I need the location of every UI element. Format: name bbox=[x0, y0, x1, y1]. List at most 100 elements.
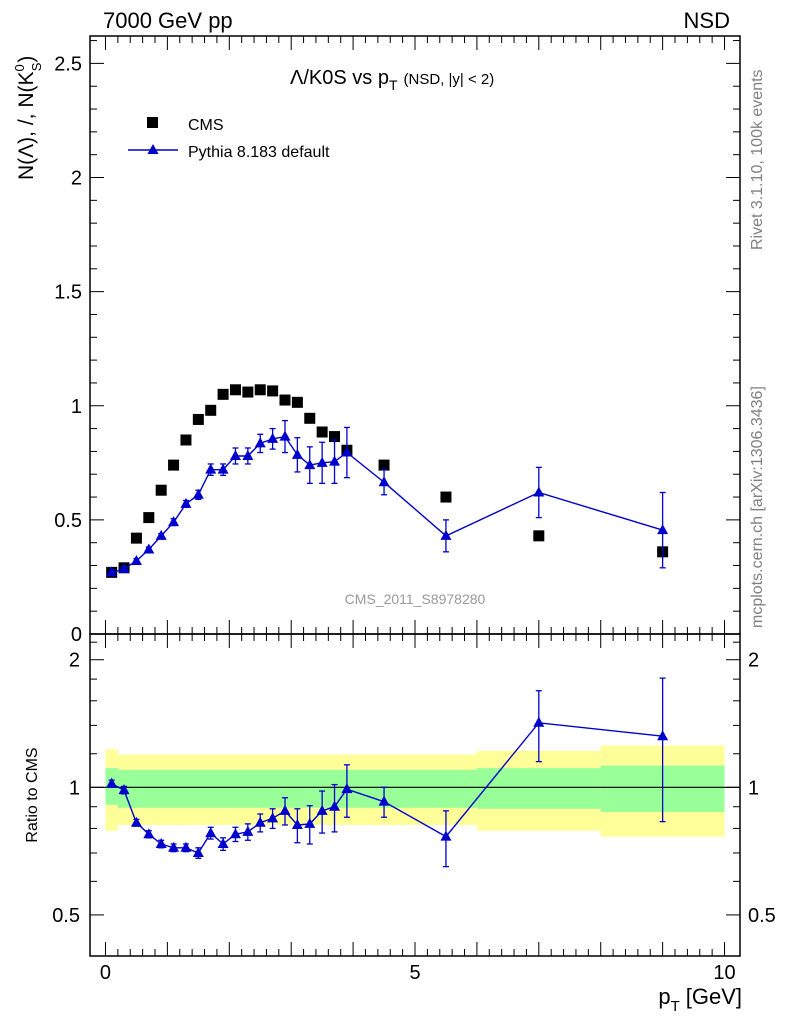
x-axis-label-unit: [GeV] bbox=[686, 984, 742, 1009]
ratio-data-point bbox=[329, 800, 341, 811]
cms-data-point bbox=[155, 484, 167, 496]
ratio-data-point bbox=[143, 828, 155, 839]
ratio-data-point bbox=[205, 827, 217, 838]
pythia-data-point bbox=[143, 543, 155, 554]
x-axis-label-subscript: T bbox=[671, 998, 680, 1015]
pythia-data-point bbox=[180, 497, 192, 508]
ratio-data-point bbox=[168, 841, 180, 852]
cms-data-point bbox=[192, 413, 204, 425]
ratio-data-point bbox=[180, 841, 192, 852]
main-ylabel: N(Λ), /, N(K0 S) bbox=[12, 56, 44, 180]
pythia-data-point bbox=[155, 529, 167, 540]
main-title-suffix: (NSD, |y| < 2) bbox=[404, 71, 495, 88]
pythia-data-point bbox=[242, 449, 254, 460]
ratio-data-point bbox=[118, 784, 130, 795]
main-plot-panel: 0 0.5 1 1.5 2 2.5 Λ/K0S vs pT (NSD, |y| < 2) N… bbox=[12, 35, 741, 646]
main-ylabel-sup: 0 bbox=[12, 64, 27, 71]
ratio-data-point bbox=[279, 804, 291, 815]
cms-data-point bbox=[168, 459, 180, 471]
pythia-data-point bbox=[130, 554, 142, 565]
cms-data-point bbox=[205, 404, 217, 416]
side-label-mcplots: mcplots.cern.ch [arXiv:1306.3436] bbox=[749, 386, 766, 628]
ratio-data-point bbox=[192, 846, 204, 857]
cms-data-point bbox=[242, 386, 254, 398]
ratio-plot-panel: 0.5 0.5 1 1 2 2 0 5 10 Ratio to CMS pT [GeV] bbox=[24, 633, 776, 1015]
ratio-data-point bbox=[440, 830, 452, 841]
analysis-watermark: CMS_2011_S8978280 bbox=[345, 591, 486, 607]
ratio-data-point bbox=[242, 825, 254, 836]
pythia-data-point bbox=[291, 448, 303, 459]
main-y-tick-label: 0 bbox=[71, 624, 82, 646]
ratio-ylabel: Ratio to CMS bbox=[24, 747, 41, 842]
legend-marker-pythia bbox=[147, 144, 159, 154]
ratio-y-tick-label: 0.5 bbox=[52, 905, 80, 927]
ratio-data-point bbox=[217, 838, 229, 849]
pythia-data-point bbox=[533, 486, 545, 497]
legend-marker-cms bbox=[147, 117, 158, 128]
legend: CMS Pythia 8.183 default bbox=[128, 117, 330, 161]
legend-label-cms: CMS bbox=[188, 117, 224, 134]
ratio-data-point bbox=[341, 783, 353, 794]
ratio-data-point bbox=[316, 804, 328, 815]
ratio-data-point bbox=[657, 730, 669, 741]
cms-data-point bbox=[440, 491, 452, 503]
pythia-data-point bbox=[205, 463, 217, 474]
pythia-data-point bbox=[316, 456, 328, 467]
pythia-data-point bbox=[254, 437, 266, 448]
pythia-data-point bbox=[168, 516, 180, 527]
pythia-data-point bbox=[657, 524, 669, 535]
ratio-y-tick-label-right: 2 bbox=[748, 650, 759, 672]
main-title-text: Λ/K0S vs p bbox=[290, 67, 389, 89]
main-title-subscript: T bbox=[389, 77, 398, 93]
pythia-data-point bbox=[329, 455, 341, 466]
main-y-tick-label: 0.5 bbox=[54, 510, 82, 532]
cms-data-point bbox=[291, 396, 303, 408]
cms-data-point bbox=[378, 459, 390, 471]
x-tick-label: 0 bbox=[100, 962, 111, 984]
pythia-line bbox=[111, 435, 663, 574]
pythia-data-point bbox=[304, 459, 316, 470]
cms-data-point bbox=[217, 388, 229, 400]
ratio-data-point bbox=[254, 816, 266, 827]
ratio-y-tick-label: 1 bbox=[69, 777, 80, 799]
main-title: Λ/K0S vs pT (NSD, |y| < 2) bbox=[290, 67, 494, 93]
pythia-data-point bbox=[378, 476, 390, 487]
ratio-data-point bbox=[130, 816, 142, 827]
main-y-tick-label: 1 bbox=[71, 396, 82, 418]
ratio-y-tick-label: 2 bbox=[69, 650, 80, 672]
pythia-data-point bbox=[267, 432, 279, 443]
main-ylabel-text: N(Λ), /, N(K bbox=[15, 71, 38, 180]
x-tick-label: 5 bbox=[409, 962, 420, 984]
cms-data-point bbox=[329, 431, 341, 443]
header-left: 7000 GeV pp bbox=[103, 8, 233, 33]
cms-data-point bbox=[229, 384, 241, 396]
ratio-data-point bbox=[155, 838, 167, 849]
main-ylabel-sub: S bbox=[29, 62, 44, 71]
cms-data-point bbox=[304, 412, 316, 424]
cms-data-point bbox=[279, 394, 291, 406]
pythia-data-point bbox=[279, 430, 291, 441]
ratio-data-point bbox=[304, 817, 316, 828]
cms-data-point bbox=[533, 530, 545, 542]
cms-data-point bbox=[267, 385, 279, 397]
uncertainty-band-inner bbox=[476, 768, 601, 809]
cms-data-point bbox=[143, 512, 155, 524]
ratio-data-point bbox=[533, 716, 545, 727]
pythia-data-point bbox=[106, 566, 118, 577]
x-axis-label-text: p bbox=[658, 984, 670, 1009]
uncertainty-band-inner bbox=[117, 769, 477, 808]
pythia-data-point bbox=[341, 446, 353, 457]
pythia-data-point bbox=[118, 562, 130, 573]
pythia-data-point bbox=[440, 529, 452, 540]
ratio-data-point bbox=[378, 795, 390, 806]
main-y-tick-label: 2.5 bbox=[54, 53, 82, 75]
ratio-data-point bbox=[291, 818, 303, 829]
ratio-y-tick-label-right: 1 bbox=[748, 777, 759, 799]
ratio-data-point bbox=[106, 777, 118, 788]
x-tick-label: 10 bbox=[713, 962, 735, 984]
side-label-rivet: Rivet 3.1.10, 100k events bbox=[749, 69, 766, 250]
cms-data-point bbox=[180, 434, 192, 446]
cms-data-point bbox=[316, 426, 328, 438]
pythia-data-point bbox=[192, 488, 204, 499]
